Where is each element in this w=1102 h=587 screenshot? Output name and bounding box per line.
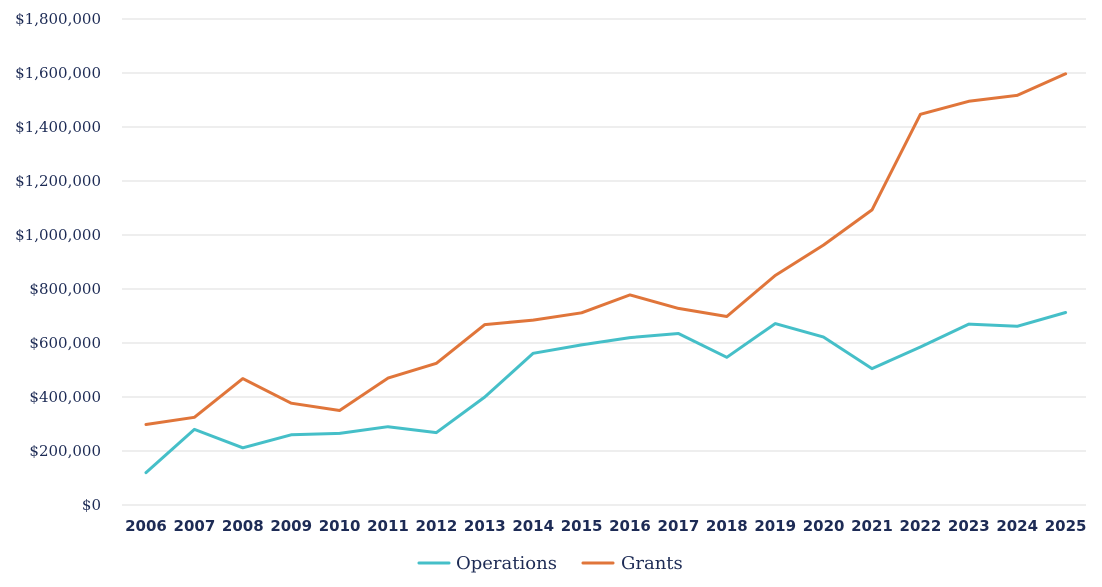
legend-label-grants: Grants bbox=[621, 553, 683, 574]
x-tick-label: 2006 bbox=[125, 517, 167, 535]
y-tick-label: $600,000 bbox=[29, 334, 101, 352]
x-tick-label: 2007 bbox=[174, 517, 216, 535]
y-tick-label: $200,000 bbox=[29, 442, 101, 460]
x-tick-label: 2016 bbox=[609, 517, 651, 535]
y-tick-label: $1,800,000 bbox=[15, 10, 101, 28]
y-tick-label: $400,000 bbox=[29, 388, 101, 406]
x-tick-label: 2022 bbox=[900, 517, 942, 535]
x-tick-label: 2008 bbox=[222, 517, 264, 535]
grid-lines bbox=[122, 18, 1086, 506]
series-line-operations bbox=[144, 311, 1068, 475]
x-tick-label: 2011 bbox=[367, 517, 409, 535]
x-tick-label: 2025 bbox=[1045, 517, 1087, 535]
legend: Operations Grants bbox=[417, 553, 683, 574]
y-tick-label: $1,600,000 bbox=[15, 64, 101, 82]
x-tick-label: 2018 bbox=[706, 517, 748, 535]
y-axis-ticks: $0 $200,000 $400,000 $600,000 $800,000 $1,000… bbox=[15, 10, 101, 514]
x-tick-label: 2024 bbox=[996, 517, 1038, 535]
x-tick-label: 2013 bbox=[464, 517, 506, 535]
y-tick-label: $1,200,000 bbox=[15, 172, 101, 190]
legend-label-operations: Operations bbox=[456, 553, 557, 574]
series-line-grants bbox=[144, 72, 1068, 426]
x-tick-label: 2014 bbox=[512, 517, 554, 535]
x-tick-label: 2019 bbox=[754, 517, 796, 535]
x-tick-label: 2010 bbox=[319, 517, 361, 535]
x-axis-ticks: 2006 2007 2008 2009 2010 2011 2012 2013 2014 2015… bbox=[125, 517, 1086, 535]
x-tick-label: 2020 bbox=[803, 517, 845, 535]
x-tick-label: 2021 bbox=[851, 517, 893, 535]
series-lines bbox=[144, 72, 1068, 475]
x-tick-label: 2009 bbox=[270, 517, 312, 535]
y-tick-label: $1,000,000 bbox=[15, 226, 101, 244]
y-tick-label: $0 bbox=[82, 496, 101, 514]
x-tick-label: 2017 bbox=[658, 517, 700, 535]
x-tick-label: 2023 bbox=[948, 517, 990, 535]
y-tick-label: $1,400,000 bbox=[15, 118, 101, 136]
x-tick-label: 2012 bbox=[416, 517, 458, 535]
x-tick-label: 2015 bbox=[561, 517, 603, 535]
y-tick-label: $800,000 bbox=[29, 280, 101, 298]
